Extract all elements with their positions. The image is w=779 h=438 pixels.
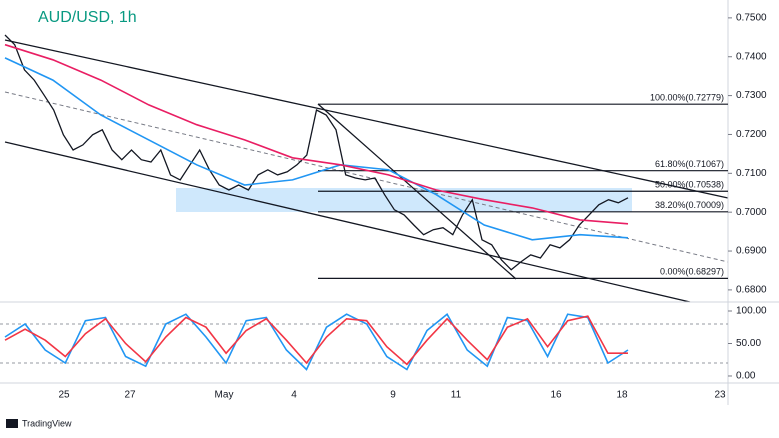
- channel-bottom: [4, 141, 691, 303]
- series-line: [4, 315, 628, 366]
- series-line: [4, 57, 629, 241]
- y-tick-label: 0.7300: [736, 90, 767, 101]
- fib-label: 38.20%(0.70009): [655, 200, 724, 210]
- x-tick-label: 16: [550, 390, 562, 401]
- fib-label: 61.80%(0.71067): [655, 159, 724, 169]
- y-tick-label: 50.00: [736, 338, 761, 349]
- y-tick-label: 0.7500: [736, 13, 767, 24]
- channel-top: [4, 39, 729, 199]
- channel-mid: [4, 91, 729, 263]
- y-tick-label: 0.6900: [736, 246, 767, 257]
- y-tick-label: 100.00: [736, 306, 767, 317]
- series-line: [4, 34, 629, 271]
- x-tick-label: 27: [124, 390, 136, 401]
- y-tick-label: 0.6800: [736, 285, 767, 296]
- fib-label: 50.00%(0.70538): [655, 180, 724, 190]
- fib-label: 100.00%(0.72779): [650, 93, 724, 103]
- series-line: [4, 312, 629, 371]
- x-tick-label: 25: [58, 390, 70, 401]
- x-tick-label: May: [215, 390, 234, 401]
- fib-label: 0.00%(0.68297): [660, 267, 724, 277]
- y-tick-label: 0.7100: [736, 168, 767, 179]
- y-tick-label: 0.7200: [736, 129, 767, 140]
- x-tick-label: 9: [390, 390, 396, 401]
- y-tick-label: 0.7000: [736, 207, 767, 218]
- y-tick-label: 0.00: [736, 371, 756, 382]
- y-tick-label: 0.7400: [736, 51, 767, 62]
- x-tick-label: 4: [291, 390, 297, 401]
- x-tick-label: 18: [616, 390, 628, 401]
- x-tick-label: 23: [714, 390, 726, 401]
- series-line: [4, 43, 629, 225]
- logo-icon: [6, 419, 18, 428]
- chart-title: AUD/USD, 1h: [38, 9, 137, 26]
- x-tick-label: 11: [451, 390, 462, 401]
- logo: TradingView: [22, 418, 72, 428]
